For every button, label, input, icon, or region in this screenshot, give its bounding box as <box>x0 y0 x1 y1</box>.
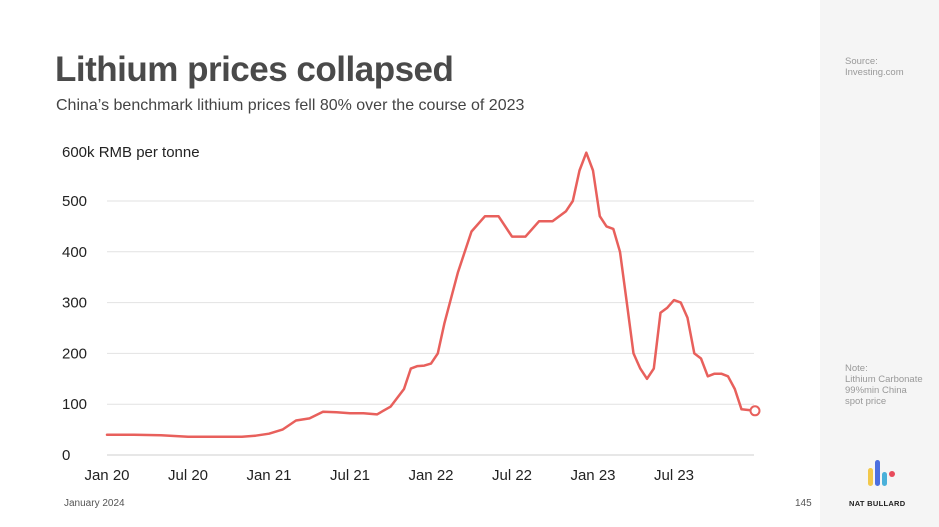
page-number: 145 <box>795 498 812 509</box>
x-axis: Jan 20 Jul 20 Jan 21 Jul 21 Jan 22 Jul 22 Jan … <box>84 467 694 484</box>
y-axis-unit-label: 600k RMB per tonne <box>62 144 200 161</box>
x-tick-label: Jan 20 <box>84 467 129 484</box>
main-panel <box>0 0 820 527</box>
x-tick-label: Jul 23 <box>654 467 694 484</box>
note-label: Note: <box>845 363 868 374</box>
x-tick-label: Jul 20 <box>168 467 208 484</box>
brand-name: NAT BULLARD <box>849 499 906 508</box>
y-axis: 0 100 200 300 400 500 <box>62 193 87 464</box>
line-chart: 0 100 200 300 400 500 Jan 20 Jul 20 Jan 21 Jul 2… <box>62 144 761 484</box>
x-tick-label: Jan 22 <box>408 467 453 484</box>
brand-logo-icon <box>868 460 895 486</box>
y-tick-label: 100 <box>62 396 87 413</box>
page-title: Lithium prices collapsed <box>55 50 454 89</box>
lithium-price-line <box>105 151 757 438</box>
grid-layer <box>107 200 754 456</box>
source-label: Source: <box>845 56 878 67</box>
x-tick-label: Jan 21 <box>246 467 291 484</box>
x-tick-label: Jul 22 <box>492 467 532 484</box>
page-subtitle: China’s benchmark lithium prices fell 80… <box>56 97 525 114</box>
y-tick-label: 300 <box>62 295 87 312</box>
x-tick-label: Jan 23 <box>570 467 615 484</box>
source-value: Investing.com <box>845 67 904 78</box>
y-tick-label: 500 <box>62 193 87 210</box>
end-point-marker <box>749 405 761 417</box>
y-tick-label: 400 <box>62 244 87 261</box>
note-text: Lithium Carbonate 99%min China spot pric… <box>845 374 923 407</box>
chart-note: Note: Lithium Carbonate 99%min China spo… <box>845 363 925 407</box>
side-panel <box>820 0 939 527</box>
footer-date: January 2024 <box>64 498 125 509</box>
source-note: Source: Investing.com <box>845 56 925 78</box>
x-tick-label: Jul 21 <box>330 467 370 484</box>
y-tick-label: 0 <box>62 447 70 464</box>
y-tick-label: 200 <box>62 345 87 362</box>
